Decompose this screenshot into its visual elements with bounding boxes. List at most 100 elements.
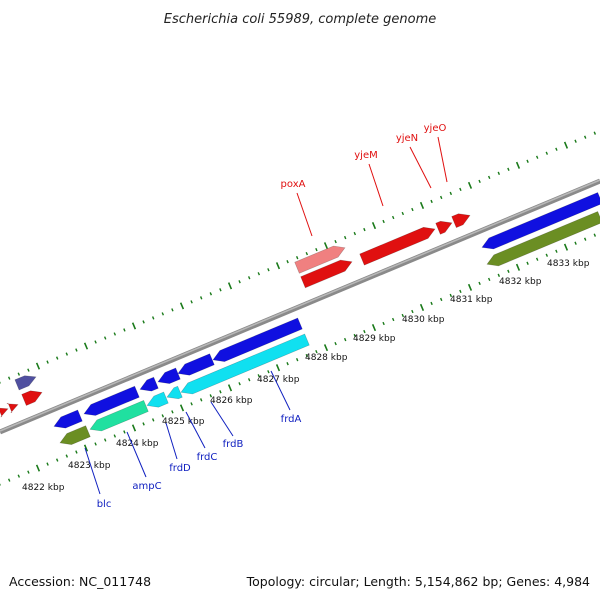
- upper-tick: [7, 376, 11, 380]
- upper-tick: [46, 360, 49, 364]
- upper-tick: [35, 362, 41, 370]
- green-cds-ampC: [89, 400, 149, 432]
- upper-tick: [179, 302, 185, 310]
- gene-leader-line: [185, 411, 206, 449]
- lower-tick: [382, 321, 385, 326]
- lower-tick: [305, 354, 309, 358]
- lower-tick: [459, 289, 462, 294]
- gene-leader-line: [84, 447, 101, 495]
- upper-tick: [27, 368, 30, 372]
- upper-tick: [459, 187, 462, 192]
- upper-tick: [17, 372, 21, 376]
- upper-tick: [545, 151, 549, 155]
- lower-tick: [563, 243, 569, 251]
- scale-label: 4823 kbp: [68, 461, 111, 471]
- lower-tick: [315, 349, 318, 354]
- lower-tick: [334, 341, 337, 346]
- upper-tick: [487, 175, 491, 180]
- upper-tick: [563, 141, 569, 149]
- topology-text: Topology: circular; Length: 5,154,862 bp…: [246, 574, 590, 589]
- gene-label-frdB: frdB: [223, 439, 244, 450]
- gene-leader-line: [210, 401, 234, 437]
- gene-label-poxA: poxA: [281, 179, 306, 190]
- scale-label: 4831 kbp: [450, 295, 493, 305]
- gene-leader-line: [437, 136, 448, 183]
- upper-tick: [467, 181, 473, 189]
- cyan-cds-frdC: [166, 385, 183, 400]
- cyan-cds-frdD: [146, 391, 169, 408]
- lower-tick: [161, 414, 165, 418]
- cyan-cds-frdB: [180, 333, 310, 395]
- lower-tick: [257, 374, 261, 378]
- pseudo-cds: [294, 245, 346, 274]
- gene-leader-line: [165, 422, 178, 460]
- reverse-cds: [481, 192, 600, 250]
- lower-tick: [545, 253, 549, 257]
- lower-tick: [286, 362, 289, 366]
- lower-tick: [219, 390, 222, 394]
- genome-backbone: [0, 178, 600, 435]
- upper-tick: [247, 276, 251, 280]
- lower-tick: [199, 398, 203, 402]
- gene-leader-line: [126, 431, 147, 478]
- upper-tick: [363, 227, 366, 232]
- feature-track: [0, 192, 600, 445]
- upper-tick: [401, 211, 405, 216]
- upper-tick: [286, 260, 289, 264]
- gene-leader-line: [296, 192, 313, 237]
- reverse-cds-blc: [53, 409, 83, 429]
- lower-tick: [94, 442, 97, 446]
- lower-tick: [449, 293, 453, 298]
- lower-tick: [151, 418, 155, 422]
- lower-tick: [439, 297, 443, 302]
- upper-tick: [275, 262, 281, 270]
- lower-tick: [27, 470, 30, 474]
- upper-tick: [574, 139, 577, 143]
- lower-tick: [75, 450, 78, 454]
- upper-tick: [199, 296, 203, 300]
- gene-leader-line: [409, 146, 432, 189]
- forward-cds-yjeN: [435, 220, 453, 235]
- gene-labels: poxA yjeM yjeN yjeO blc ampC frdD frdC frdB frdA: [84, 123, 448, 510]
- lower-tick: [179, 404, 185, 412]
- lower-tick: [17, 474, 21, 478]
- lower-tick: [593, 233, 597, 237]
- scale-label: 4832 kbp: [499, 277, 542, 287]
- genome-backbone-highlight: [0, 179, 600, 432]
- lower-tick: [227, 384, 233, 392]
- lower-tick: [247, 378, 251, 382]
- scale-label: 4830 kbp: [402, 315, 445, 325]
- lower-tick: [478, 281, 481, 286]
- upper-tick: [103, 336, 107, 340]
- scale-label: 4833 kbp: [547, 259, 590, 269]
- scale-labels: 4822 kbp 4823 kbp 4824 kbp 4825 kbp 4826 kbp…: [22, 259, 590, 493]
- gene-label-frdC: frdC: [197, 452, 218, 463]
- upper-tick-track: [0, 131, 597, 384]
- upper-tick: [55, 356, 59, 360]
- upper-tick: [391, 215, 395, 220]
- lower-tick: [65, 454, 69, 458]
- lower-tick: [190, 402, 193, 406]
- gene-label-frdA: frdA: [281, 414, 302, 425]
- lower-tick-track: [0, 233, 597, 486]
- lower-tick: [363, 329, 366, 334]
- gene-label-blc: blc: [97, 499, 112, 510]
- upper-tick: [257, 272, 261, 276]
- lower-tick: [430, 301, 433, 306]
- upper-tick: [323, 242, 329, 250]
- upper-tick: [123, 328, 126, 332]
- lower-tick: [123, 430, 126, 434]
- upper-tick: [449, 191, 453, 196]
- lower-tick: [103, 438, 107, 442]
- upper-tick: [190, 300, 193, 304]
- lower-tick: [401, 313, 405, 318]
- upper-tick: [131, 322, 137, 330]
- lower-tick: [55, 458, 59, 462]
- upper-tick: [209, 292, 213, 296]
- gene-label-ampC: ampC: [132, 481, 161, 492]
- lower-tick: [419, 303, 425, 312]
- lower-tick: [275, 364, 281, 372]
- lower-tick: [411, 309, 414, 314]
- upper-tick: [305, 252, 309, 256]
- upper-tick: [371, 222, 377, 230]
